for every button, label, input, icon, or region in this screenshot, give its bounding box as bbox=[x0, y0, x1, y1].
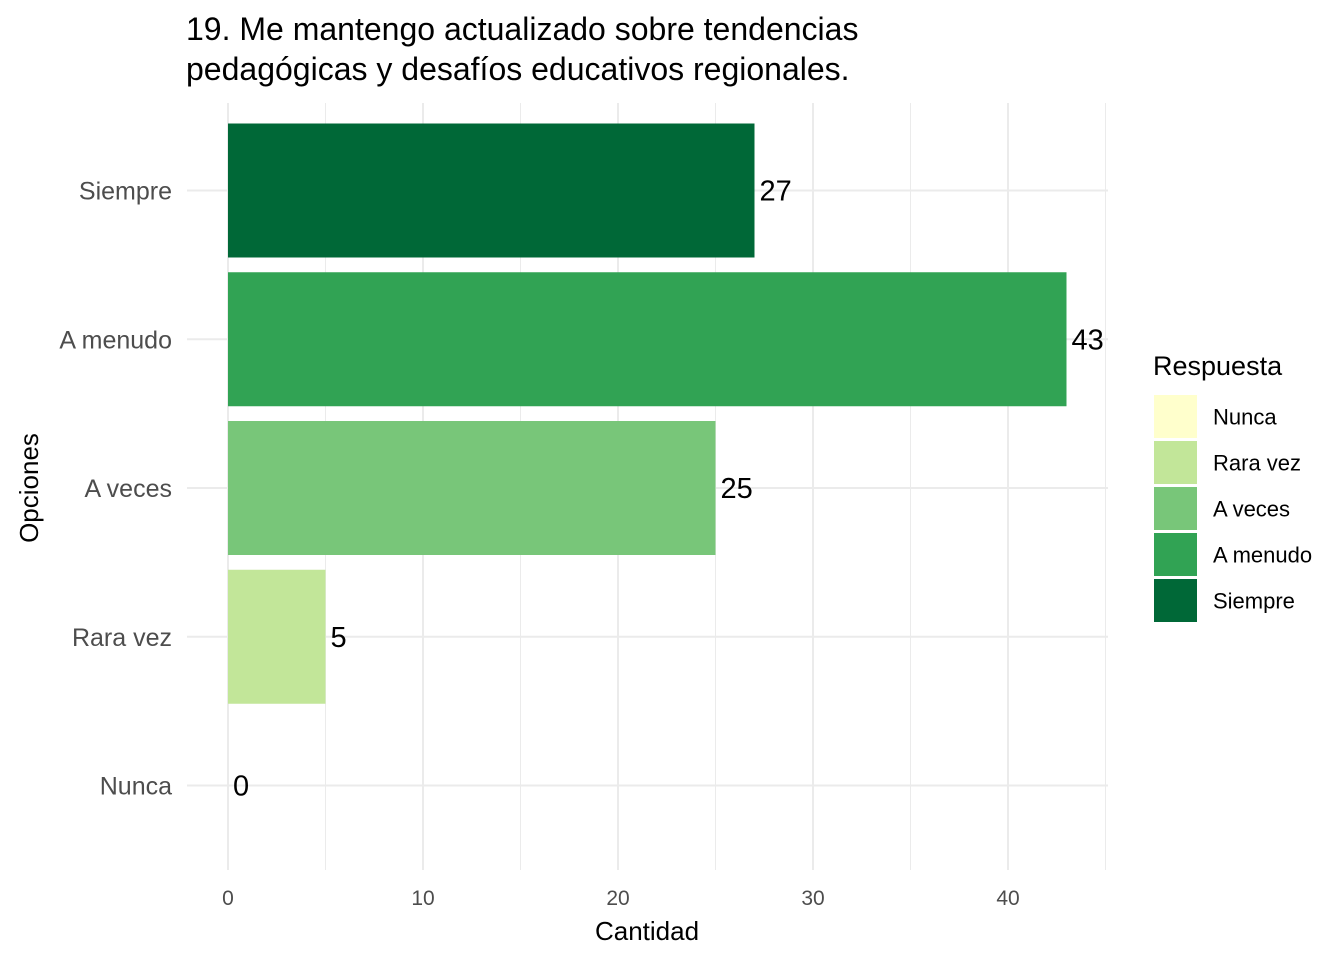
x-tick-label: 20 bbox=[606, 887, 629, 910]
chart-title-line-2: pedagógicas y desafíos educativos region… bbox=[186, 51, 850, 87]
chart-title-line-1: 19. Me mantengo actualizado sobre tenden… bbox=[186, 11, 858, 47]
y-tick-label: Nunca bbox=[100, 773, 172, 801]
legend-label: Siempre bbox=[1213, 589, 1295, 614]
legend-label: A veces bbox=[1213, 497, 1290, 522]
legend-label: Nunca bbox=[1213, 405, 1277, 430]
legend-title: Respuesta bbox=[1153, 351, 1283, 381]
y-tick-label: A menudo bbox=[59, 326, 172, 354]
legend-key bbox=[1154, 395, 1197, 438]
legend-label: A menudo bbox=[1213, 543, 1312, 568]
y-axis-ticks: Nunca Rara vez A veces A menudo Siempre bbox=[59, 178, 172, 801]
x-tick-label: 40 bbox=[996, 887, 1019, 910]
legend-key bbox=[1154, 441, 1197, 484]
bar-a-veces bbox=[228, 421, 716, 555]
legend-key bbox=[1154, 533, 1197, 576]
legend-key bbox=[1154, 487, 1197, 530]
data-label: 25 bbox=[721, 473, 753, 505]
bar-a-menudo bbox=[228, 272, 1067, 407]
y-tick-label: Rara vez bbox=[72, 624, 172, 652]
x-tick-label: 30 bbox=[801, 887, 824, 910]
y-tick-label: Siempre bbox=[79, 178, 172, 206]
data-label: 5 bbox=[331, 622, 347, 654]
bar-rara-vez bbox=[228, 569, 326, 704]
x-tick-label: 10 bbox=[411, 887, 434, 910]
legend: Respuesta Nunca Rara vez A veces A menudo Si… bbox=[1153, 351, 1312, 622]
legend-items: Nunca Rara vez A veces A menudo Siempre bbox=[1154, 395, 1312, 622]
y-axis-title: Opciones bbox=[14, 433, 44, 543]
x-axis-ticks: 0 10 20 30 40 bbox=[222, 887, 1020, 910]
legend-label: Rara vez bbox=[1213, 451, 1301, 476]
x-tick-label: 0 bbox=[222, 887, 234, 910]
data-labels: 0 5 25 43 27 bbox=[233, 176, 1104, 803]
legend-key bbox=[1154, 579, 1197, 622]
data-label: 0 bbox=[233, 771, 249, 803]
bars bbox=[228, 123, 1067, 704]
bar-siempre bbox=[228, 123, 755, 258]
x-axis-title: Cantidad bbox=[595, 916, 699, 946]
data-label: 27 bbox=[760, 176, 792, 208]
chart-title: 19. Me mantengo actualizado sobre tenden… bbox=[186, 11, 867, 87]
y-tick-label: A veces bbox=[84, 475, 172, 503]
data-label: 43 bbox=[1072, 324, 1104, 356]
